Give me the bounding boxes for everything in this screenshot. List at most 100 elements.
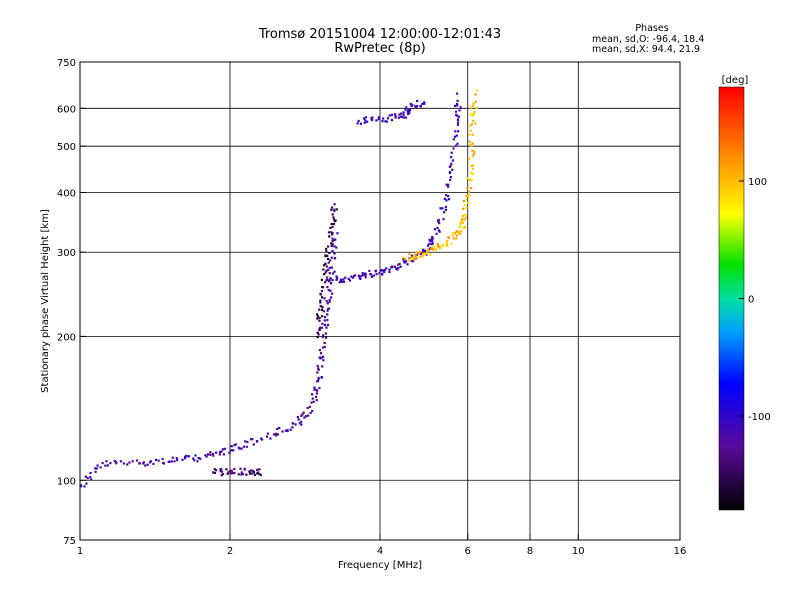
scatter-point: [89, 471, 92, 475]
scatter-point: [462, 207, 465, 210]
scatter-point: [330, 256, 333, 259]
scatter-point: [472, 152, 475, 156]
scatter-point: [220, 450, 223, 453]
scatter-point: [455, 102, 459, 106]
scatter-point: [212, 471, 215, 474]
scatter-point: [425, 251, 429, 254]
scatter-point: [286, 428, 289, 432]
scatter-point: [327, 307, 330, 311]
scatter-point: [330, 233, 334, 236]
scatter-point: [436, 244, 440, 248]
scatter-point: [83, 485, 86, 488]
scatter-point: [431, 240, 434, 243]
scatter-point: [199, 457, 202, 460]
scatter-point: [196, 460, 199, 463]
scatter-point: [412, 258, 415, 261]
scatter-point: [425, 253, 428, 256]
scatter-point: [430, 238, 433, 241]
x-tick-label: 2: [227, 546, 233, 557]
scatter-point: [418, 252, 421, 255]
scatter-point: [458, 230, 461, 234]
scatter-point: [468, 178, 471, 181]
scatter-point: [184, 455, 187, 458]
scatter-point: [142, 461, 145, 464]
scatter-point: [333, 220, 336, 223]
scatter-point: [320, 356, 323, 359]
scatter-point: [333, 270, 336, 273]
scatter-point: [455, 237, 458, 240]
scatter-point: [347, 277, 350, 280]
scatter-point: [315, 392, 319, 395]
scatter-point: [291, 422, 294, 425]
scatter-point: [237, 473, 240, 476]
scatter-point: [454, 144, 458, 147]
scatter-point: [429, 240, 432, 243]
scatter-point: [99, 466, 102, 469]
scatter-point: [391, 265, 394, 268]
scatter-point: [411, 103, 414, 106]
scatter-point: [89, 476, 92, 479]
scatter-point: [448, 171, 452, 175]
scatter-point: [281, 430, 284, 433]
scatter-point: [259, 473, 262, 477]
scatter-point: [386, 117, 390, 120]
scatter-point: [331, 237, 334, 240]
scatter-point: [335, 208, 338, 211]
scatter-point: [450, 162, 453, 165]
scatter-point: [225, 468, 228, 471]
scatter-point: [328, 272, 331, 275]
scatter-point: [472, 113, 475, 116]
scatter-point: [259, 437, 263, 440]
scatter-point: [307, 414, 310, 417]
scatter-point: [329, 296, 333, 299]
scatter-point: [332, 218, 336, 221]
scatter-point: [119, 460, 122, 463]
scatter-point: [185, 454, 188, 457]
scatter-point: [371, 119, 374, 122]
scatter-point: [323, 341, 326, 345]
scatter-point: [368, 269, 371, 272]
scatter-point: [342, 278, 345, 281]
scatter-point: [358, 276, 361, 279]
scatter-point: [470, 112, 473, 115]
scatter-point: [320, 326, 323, 329]
scatter-point: [374, 270, 377, 273]
scatter-point: [428, 238, 431, 241]
scatter-point: [122, 462, 125, 465]
y-tick-label: 100: [57, 476, 76, 487]
scatter-point: [323, 272, 326, 276]
scatter-point: [463, 218, 466, 221]
scatter-point: [175, 457, 178, 460]
y-tick-label: 300: [57, 248, 76, 259]
scatter-point: [454, 130, 457, 133]
scatter-point: [331, 278, 334, 282]
scatter-point: [353, 274, 357, 277]
scatter-point: [456, 121, 460, 124]
scatter-point: [402, 260, 406, 263]
scatter-point: [321, 365, 324, 368]
scatter-point: [460, 219, 463, 222]
scatter-point: [266, 432, 270, 435]
scatter-point: [364, 276, 367, 279]
scatter-point: [394, 116, 397, 119]
scatter-point: [245, 445, 248, 448]
scatter-point: [176, 458, 179, 462]
scatter-point: [423, 249, 427, 253]
scatter-point: [239, 467, 242, 470]
scatter-point: [258, 468, 261, 471]
scatter-point: [463, 226, 466, 229]
scatter-point: [441, 207, 444, 210]
scatter-point: [370, 275, 373, 278]
scatter-point: [335, 278, 338, 281]
scatter-point: [406, 110, 409, 113]
scatter-point: [470, 171, 473, 174]
scatter-point: [330, 244, 333, 248]
scatter-point: [452, 231, 455, 235]
scatter-point: [321, 285, 324, 289]
scatter-point: [333, 203, 336, 206]
scatter-point: [375, 119, 378, 122]
scatter-point: [327, 261, 330, 264]
scatter-point: [445, 242, 448, 245]
scatter-point: [319, 301, 322, 304]
